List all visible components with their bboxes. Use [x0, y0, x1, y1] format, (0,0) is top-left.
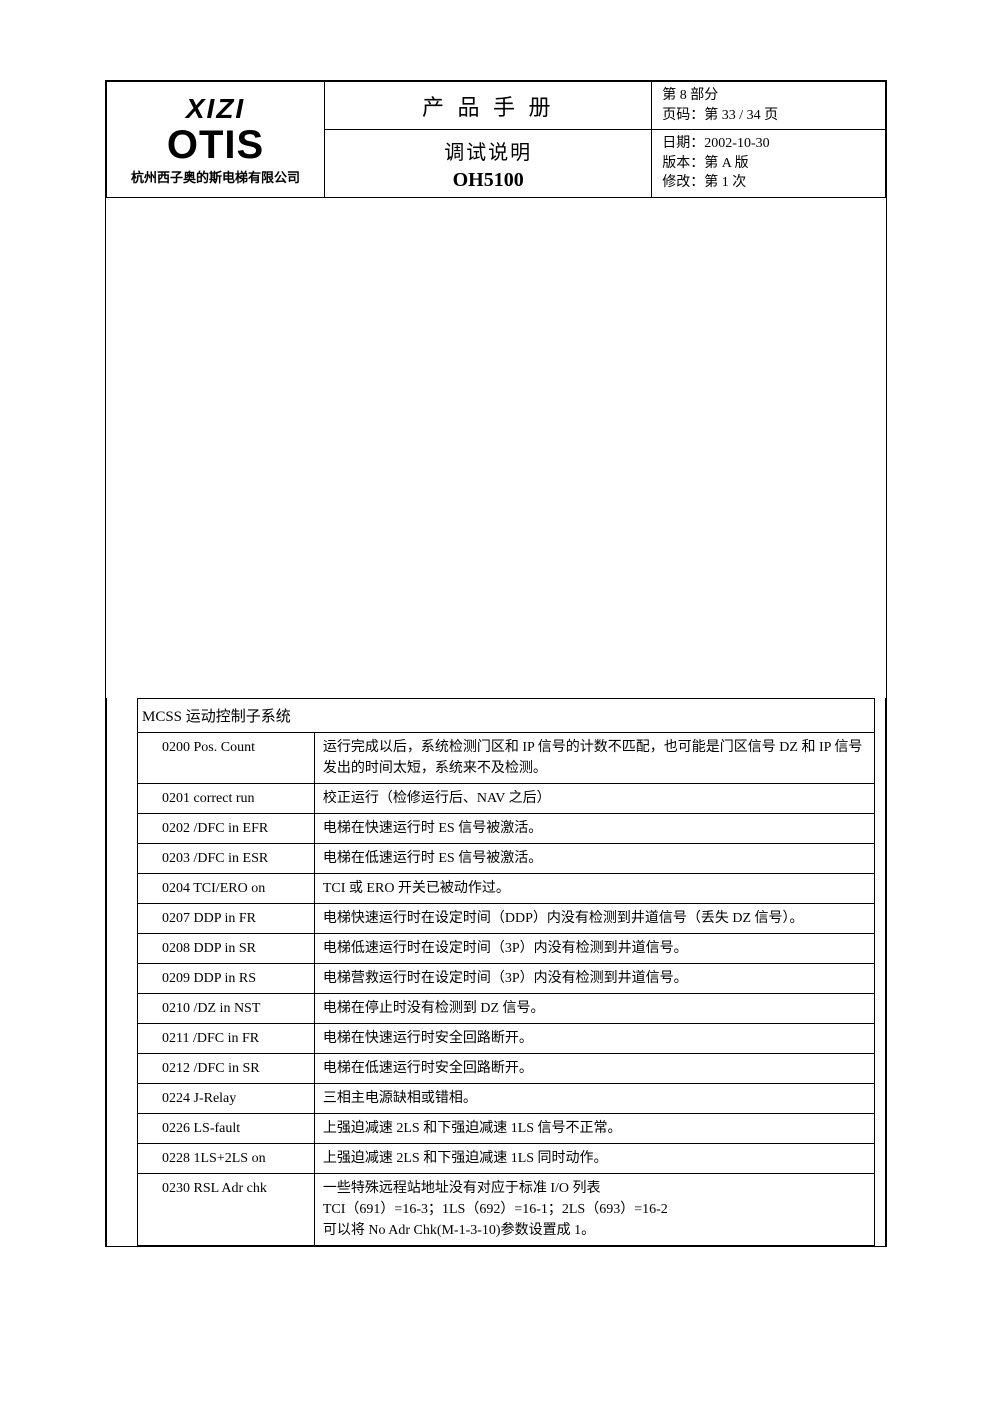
product-code: OH5100 [333, 169, 643, 192]
logo-xizi: XIZI [115, 93, 316, 125]
table-row: 0204 TCI/ERO onTCI 或 ERO 开关已被动作过。 [138, 873, 875, 903]
table-row: 0209 DDP in RS电梯营救运行时在设定时间（3P）内没有检测到井道信号… [138, 963, 875, 993]
fault-code: 0208 DDP in SR [138, 933, 315, 963]
fault-description: 三相主电源缺相或错相。 [314, 1083, 874, 1113]
fault-description: 电梯在低速运行时 ES 信号被激活。 [314, 843, 874, 873]
header-table: XIZI OTIS 杭州西子奥的斯电梯有限公司 产 品 手 册 第 8 部分 页… [106, 81, 886, 198]
fault-description: 上强迫减速 2LS 和下强迫减速 1LS 信号不正常。 [314, 1113, 874, 1143]
table-row: 0226 LS-fault上强迫减速 2LS 和下强迫减速 1LS 信号不正常。 [138, 1113, 875, 1143]
fault-table: 0200 Pos. Count运行完成以后，系统检测门区和 IP 信号的计数不匹… [137, 732, 875, 1246]
content-area: MCSS 运动控制子系统 0200 Pos. Count运行完成以后，系统检测门… [106, 698, 886, 1246]
table-row: 0200 Pos. Count运行完成以后，系统检测门区和 IP 信号的计数不匹… [138, 732, 875, 783]
fault-description: 电梯在停止时没有检测到 DZ 信号。 [314, 993, 874, 1023]
fault-code: 0228 1LS+2LS on [138, 1143, 315, 1173]
table-row: 0207 DDP in FR电梯快速运行时在设定时间（DDP）内没有检测到井道信… [138, 903, 875, 933]
page-outer-border: XIZI OTIS 杭州西子奥的斯电梯有限公司 产 品 手 册 第 8 部分 页… [105, 80, 887, 1247]
subtitle-cell: 调试说明 OH5100 [325, 130, 652, 198]
fault-code: 0211 /DFC in FR [138, 1023, 315, 1053]
meta-page: 页码：第 33 / 34 页 [662, 106, 875, 126]
fault-description: 校正运行（检修运行后、NAV 之后） [314, 783, 874, 813]
fault-code: 0203 /DFC in ESR [138, 843, 315, 873]
meta-date: 日期：2002-10-30 [662, 134, 875, 154]
table-row: 0230 RSL Adr chk一些特殊远程站地址没有对应于标准 I/O 列表T… [138, 1173, 875, 1245]
table-row: 0210 /DZ in NST电梯在停止时没有检测到 DZ 信号。 [138, 993, 875, 1023]
meta-revision: 修改：第 1 次 [662, 173, 875, 193]
fault-description: 电梯低速运行时在设定时间（3P）内没有检测到井道信号。 [314, 933, 874, 963]
fault-code: 0230 RSL Adr chk [138, 1173, 315, 1245]
fault-description: 电梯营救运行时在设定时间（3P）内没有检测到井道信号。 [314, 963, 874, 993]
table-row: 0211 /DFC in FR电梯在快速运行时安全回路断开。 [138, 1023, 875, 1053]
meta-bottom: 日期：2002-10-30 版本：第 A 版 修改：第 1 次 [652, 130, 886, 198]
inner-table-wrap: MCSS 运动控制子系统 0200 Pos. Count运行完成以后，系统检测门… [106, 698, 886, 1246]
fault-description: 电梯快速运行时在设定时间（DDP）内没有检测到井道信号（丢失 DZ 信号）。 [314, 903, 874, 933]
manual-title: 产 品 手 册 [325, 82, 652, 130]
table-row: 0224 J-Relay三相主电源缺相或错相。 [138, 1083, 875, 1113]
table-row: 0212 /DFC in SR电梯在低速运行时安全回路断开。 [138, 1053, 875, 1083]
company-name: 杭州西子奥的斯电梯有限公司 [115, 167, 316, 186]
table-row: 0228 1LS+2LS on上强迫减速 2LS 和下强迫减速 1LS 同时动作… [138, 1143, 875, 1173]
fault-description: TCI 或 ERO 开关已被动作过。 [314, 873, 874, 903]
fault-description: 电梯在快速运行时 ES 信号被激活。 [314, 813, 874, 843]
fault-description: 一些特殊远程站地址没有对应于标准 I/O 列表TCI（691）=16-3；1LS… [314, 1173, 874, 1245]
meta-section: 第 8 部分 [662, 86, 875, 106]
fault-description: 运行完成以后，系统检测门区和 IP 信号的计数不匹配，也可能是门区信号 DZ 和… [314, 732, 874, 783]
fault-description: 上强迫减速 2LS 和下强迫减速 1LS 同时动作。 [314, 1143, 874, 1173]
fault-code: 0226 LS-fault [138, 1113, 315, 1143]
fault-code: 0207 DDP in FR [138, 903, 315, 933]
table-row: 0202 /DFC in EFR电梯在快速运行时 ES 信号被激活。 [138, 813, 875, 843]
subtitle: 调试说明 [333, 136, 643, 165]
logo-cell: XIZI OTIS 杭州西子奥的斯电梯有限公司 [107, 82, 325, 198]
fault-code: 0202 /DFC in EFR [138, 813, 315, 843]
meta-top: 第 8 部分 页码：第 33 / 34 页 [652, 82, 886, 130]
fault-code: 0212 /DFC in SR [138, 1053, 315, 1083]
table-row: 0203 /DFC in ESR电梯在低速运行时 ES 信号被激活。 [138, 843, 875, 873]
fault-code: 0204 TCI/ERO on [138, 873, 315, 903]
meta-version: 版本：第 A 版 [662, 154, 875, 174]
table-row: 0208 DDP in SR电梯低速运行时在设定时间（3P）内没有检测到井道信号… [138, 933, 875, 963]
fault-code: 0210 /DZ in NST [138, 993, 315, 1023]
fault-code: 0200 Pos. Count [138, 732, 315, 783]
fault-code: 0224 J-Relay [138, 1083, 315, 1113]
table-row: 0201 correct run校正运行（检修运行后、NAV 之后） [138, 783, 875, 813]
fault-description: 电梯在快速运行时安全回路断开。 [314, 1023, 874, 1053]
section-title: MCSS 运动控制子系统 [137, 698, 875, 732]
fault-code: 0201 correct run [138, 783, 315, 813]
fault-code: 0209 DDP in RS [138, 963, 315, 993]
logo-otis: OTIS [115, 125, 316, 165]
fault-description: 电梯在低速运行时安全回路断开。 [314, 1053, 874, 1083]
